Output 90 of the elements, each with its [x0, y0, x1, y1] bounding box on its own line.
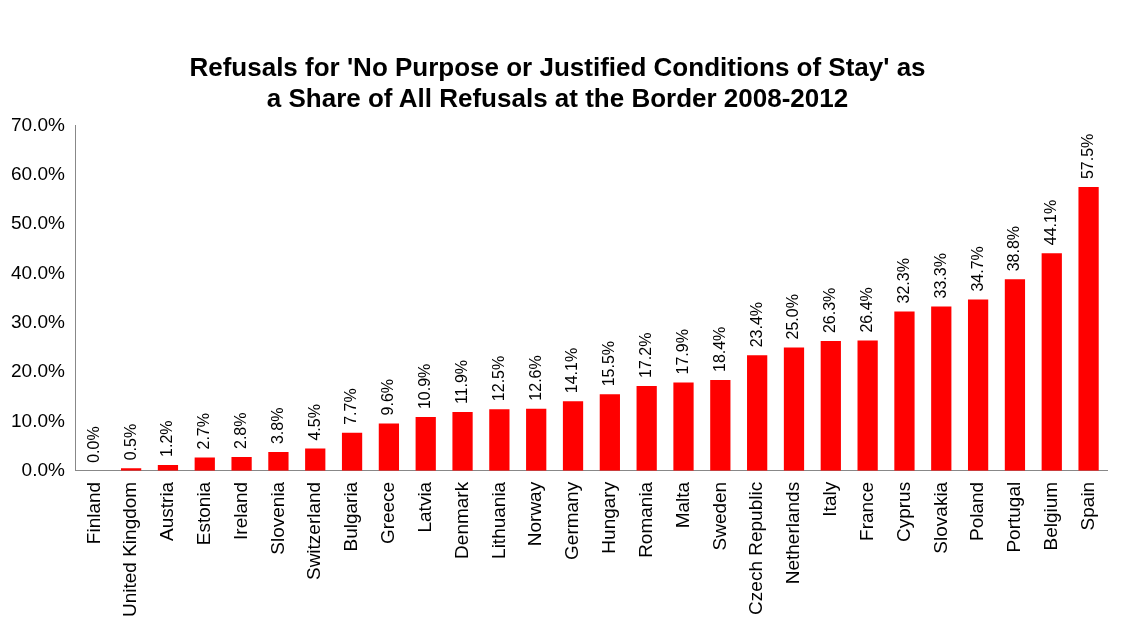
bar: [268, 452, 289, 471]
data-label: 9.6%: [379, 378, 397, 416]
data-label: 34.7%: [968, 246, 986, 292]
x-tick-label: Latvia: [413, 481, 435, 533]
data-label: 17.2%: [637, 332, 655, 378]
x-tick-label: Czech Republic: [745, 481, 767, 615]
bar: [894, 311, 915, 471]
x-tick-label: Switzerland: [303, 481, 325, 581]
data-label: 1.2%: [158, 420, 176, 457]
y-tick-label: 20.0%: [11, 360, 65, 382]
data-label: 25.0%: [784, 294, 802, 340]
bar: [526, 408, 547, 471]
x-tick-label: Netherlands: [782, 481, 804, 585]
bar: [562, 401, 584, 471]
bar: [599, 394, 620, 471]
bar: [415, 417, 436, 471]
x-tick-label: Denmark: [450, 481, 472, 559]
x-tick-label: Sweden: [708, 481, 730, 551]
bar: [378, 423, 400, 471]
data-label: 32.3%: [894, 258, 912, 304]
x-tick-label: Germany: [561, 481, 583, 560]
data-label: 12.6%: [526, 355, 544, 401]
data-label: 12.5%: [489, 355, 507, 402]
chart-title: Refusals for 'No Purpose or Justified Conditions of Stay' as a Share of All Refusals at the Border 2008-2012: [189, 51, 926, 113]
x-tick-label: Norway: [524, 481, 546, 547]
data-label: 15.5%: [600, 340, 618, 387]
data-label: 2.8%: [232, 412, 249, 449]
bar: [1041, 253, 1062, 471]
x-tick-label: Spain: [1076, 481, 1098, 531]
y-tick-label: 10.0%: [11, 409, 65, 431]
bar: [783, 347, 805, 471]
data-label: 11.9%: [452, 359, 470, 405]
bar: [305, 448, 326, 471]
x-tick-label: Greece: [377, 481, 399, 545]
x-tick-label: Lithuania: [487, 481, 509, 559]
bar: [489, 409, 510, 471]
x-tick-label: Slovakia: [929, 481, 951, 554]
y-tick-label: 0.0%: [21, 459, 65, 481]
x-tick-label: Slovenia: [266, 481, 288, 555]
data-label: 57.5%: [1078, 133, 1096, 180]
data-label: 0.0%: [84, 426, 102, 463]
bar: [1078, 187, 1099, 471]
x-tick-label: Poland: [966, 481, 988, 541]
x-tick-label: Bulgaria: [340, 481, 362, 552]
bar: [231, 456, 252, 471]
x-tick-label: France: [855, 481, 877, 541]
data-label: 0.5%: [121, 423, 139, 461]
data-label: 26.4%: [858, 287, 876, 333]
y-tick-label: 50.0%: [11, 212, 65, 234]
bar: [341, 432, 363, 471]
data-label: 18.4%: [710, 326, 728, 373]
bar: [194, 457, 215, 471]
y-tick-label: 30.0%: [11, 311, 65, 333]
data-label: 7.7%: [342, 388, 360, 425]
y-tick-label: 60.0%: [11, 162, 65, 184]
x-tick-label: Romania: [634, 481, 656, 558]
x-tick-label: Portugal: [1003, 481, 1025, 553]
data-label: 2.7%: [195, 413, 213, 450]
x-tick-label: Finland: [82, 481, 104, 545]
y-tick-label: 40.0%: [11, 261, 65, 283]
bar: [636, 385, 657, 471]
bar: [967, 299, 989, 471]
x-tick-label: Italy: [819, 481, 841, 517]
bar: [452, 412, 473, 471]
data-label: 38.8%: [1005, 225, 1023, 272]
data-label: 44.1%: [1042, 199, 1060, 246]
bar: [857, 340, 878, 471]
data-label: 14.1%: [563, 347, 581, 394]
bar: [1004, 279, 1026, 471]
data-label: 26.3%: [821, 287, 839, 334]
bar: [747, 355, 768, 471]
bar: [673, 382, 694, 471]
data-label: 33.3%: [931, 253, 949, 299]
bar: [710, 380, 731, 471]
x-tick-label: Estonia: [193, 481, 214, 546]
data-label: 3.8%: [268, 407, 286, 445]
bar: [820, 341, 841, 471]
x-tick-label: Belgium: [1040, 481, 1061, 551]
x-tick-label: Ireland: [229, 481, 251, 540]
x-tick-label: Malta: [671, 481, 693, 529]
x-tick-label: Hungary: [598, 481, 620, 554]
y-tick-label: 70.0%: [11, 113, 65, 135]
data-label: 4.5%: [305, 404, 323, 441]
bar: [931, 306, 952, 471]
x-tick-label: United Kingdom: [119, 481, 141, 618]
x-tick-label: Austria: [156, 481, 178, 541]
x-tick-label: Cyprus: [892, 481, 914, 542]
data-label: 23.4%: [747, 301, 765, 348]
data-label: 10.9%: [416, 363, 434, 410]
data-label: 17.9%: [673, 329, 691, 375]
